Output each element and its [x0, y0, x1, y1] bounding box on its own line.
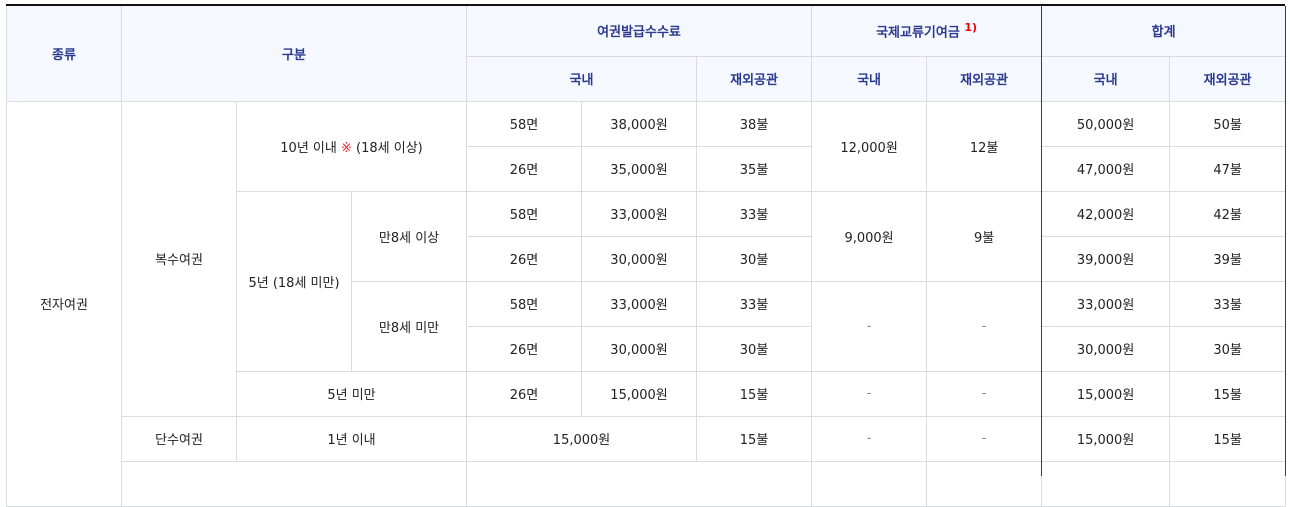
exchange-overseas-cell: - — [926, 415, 1043, 462]
total-domestic-cell: 15,000원 — [1041, 415, 1171, 462]
one-year-cell: 1년 이내 — [235, 415, 468, 462]
fee-overseas-cell: 38불 — [696, 100, 813, 147]
age8-over-cell: 만8세 이상 — [350, 190, 468, 282]
pages-cell: 26면 — [466, 370, 583, 417]
age8-under-cell: 만8세 미만 — [350, 280, 468, 372]
total-overseas-cell: 15불 — [1169, 370, 1287, 417]
pages-cell: 26면 — [466, 325, 583, 372]
header-exchange-fee: 국제교류기여금 1) — [811, 6, 1043, 57]
header-issue-overseas: 재외공관 — [696, 55, 813, 102]
header-category: 구분 — [120, 6, 468, 102]
table-row: 26면 35,000원 35불 47,000원 47불 — [7, 145, 1287, 192]
single-passport-cell: 단수여권 — [121, 415, 237, 462]
ten-years-cell: 10년 이내 ※ (18세 이상) — [235, 100, 468, 192]
header-issue-fee: 여권발급수수료 — [466, 6, 813, 57]
fee-domestic-cell: 33,000원 — [581, 190, 698, 237]
exchange-overseas-cell: 9불 — [926, 190, 1043, 282]
table-row: 전자여권 복수여권 10년 이내 ※ (18세 이상) 58면 38,000원 … — [6, 100, 1287, 507]
header-total: 합계 — [1041, 6, 1287, 57]
fee-overseas-cell: 15불 — [696, 415, 813, 462]
total-overseas-cell: 47불 — [1169, 145, 1287, 192]
exchange-domestic-cell: 12,000원 — [811, 100, 928, 192]
exchange-domestic-cell: - — [811, 415, 928, 462]
passport-fee-table-container: 종류 구분 여권발급수수료 국제교류기여금 1) 합계 국내 재외공관 국내 재… — [6, 4, 1287, 507]
header-total-overseas: 재외공관 — [1169, 55, 1287, 102]
total-domestic-cell: 47,000원 — [1041, 145, 1171, 192]
header-kind: 종류 — [6, 6, 122, 102]
table-row: 26면 30,000원 30불 30,000원 30불 — [7, 325, 1287, 372]
fee-overseas-cell: 33불 — [696, 190, 813, 237]
exchange-domestic-cell: - — [811, 280, 928, 372]
pages-cell: 58면 — [466, 100, 583, 147]
total-overseas-cell: 15불 — [1169, 415, 1287, 462]
footnote-link[interactable]: 1) — [964, 21, 978, 35]
pages-cell: 26면 — [466, 235, 583, 282]
fee-domestic-cell: 30,000원 — [581, 325, 698, 372]
total-domestic-cell: 42,000원 — [1041, 190, 1171, 237]
fee-domestic-cell: 35,000원 — [581, 145, 698, 192]
fee-overseas-cell: 30불 — [696, 325, 813, 372]
header-exchange-overseas: 재외공관 — [926, 55, 1043, 102]
table-row: 5년 (18세 미만) 만8세 이상 58면 33,000원 33불 9,000… — [7, 190, 1287, 372]
table-row — [7, 460, 1287, 507]
fee-overseas-cell: 30불 — [696, 235, 813, 282]
note-mark: ※ — [340, 140, 352, 156]
fee-overseas-cell: 15불 — [696, 370, 813, 417]
table-row: 만8세 미만 58면 33,000원 33불 - - 33,000원 33불 — [7, 280, 1287, 372]
header-issue-domestic: 국내 — [466, 55, 698, 102]
total-domestic-cell: 30,000원 — [1041, 325, 1171, 372]
header-exchange-domestic: 국내 — [811, 55, 928, 102]
pages-cell: 58면 — [466, 190, 583, 237]
total-domestic-cell: 50,000원 — [1041, 100, 1171, 147]
type-cell: 전자여권 — [6, 100, 122, 507]
total-overseas-cell: 30불 — [1169, 325, 1287, 372]
pages-cell: 58면 — [466, 280, 583, 327]
exchange-overseas-cell: - — [926, 280, 1043, 372]
fee-domestic-cell: 33,000원 — [581, 280, 698, 327]
pages-cell: 26면 — [466, 145, 583, 192]
exchange-domestic-cell: 9,000원 — [811, 190, 928, 282]
passport-fee-table: 종류 구분 여권발급수수료 국제교류기여금 1) 합계 국내 재외공관 국내 재… — [6, 6, 1287, 507]
total-domestic-cell: 39,000원 — [1041, 235, 1171, 282]
header-total-domestic: 국내 — [1041, 55, 1171, 102]
under-five-cell: 5년 미만 — [235, 370, 468, 417]
total-overseas-cell: 42불 — [1169, 190, 1287, 237]
total-domestic-cell: 33,000원 — [1041, 280, 1171, 327]
fee-overseas-cell: 35불 — [696, 145, 813, 192]
five-years-cell: 5년 (18세 미만) — [236, 190, 352, 372]
exchange-overseas-cell: 12불 — [926, 100, 1043, 192]
fee-overseas-cell: 33불 — [696, 280, 813, 327]
fee-domestic-cell: 30,000원 — [581, 235, 698, 282]
exchange-overseas-cell: - — [926, 370, 1043, 417]
table-row: 5년 미만 26면 15,000원 15불 - - 15,000원 15불 — [7, 370, 1287, 417]
total-overseas-cell: 33불 — [1169, 280, 1287, 327]
table-row: 단수여권 1년 이내 15,000원 15불 - - 15,000원 15불 — [7, 415, 1287, 462]
exchange-domestic-cell: - — [811, 370, 928, 417]
total-domestic-cell: 15,000원 — [1041, 370, 1171, 417]
total-overseas-cell: 39불 — [1169, 235, 1287, 282]
table-row: 26면 30,000원 30불 39,000원 39불 — [7, 235, 1287, 282]
fee-domestic-cell: 15,000원 — [466, 415, 698, 462]
total-overseas-cell: 50불 — [1169, 100, 1287, 147]
fee-domestic-cell: 38,000원 — [581, 100, 698, 147]
fee-domestic-cell: 15,000원 — [581, 370, 698, 417]
multi-passport-cell: 복수여권 — [121, 100, 237, 417]
